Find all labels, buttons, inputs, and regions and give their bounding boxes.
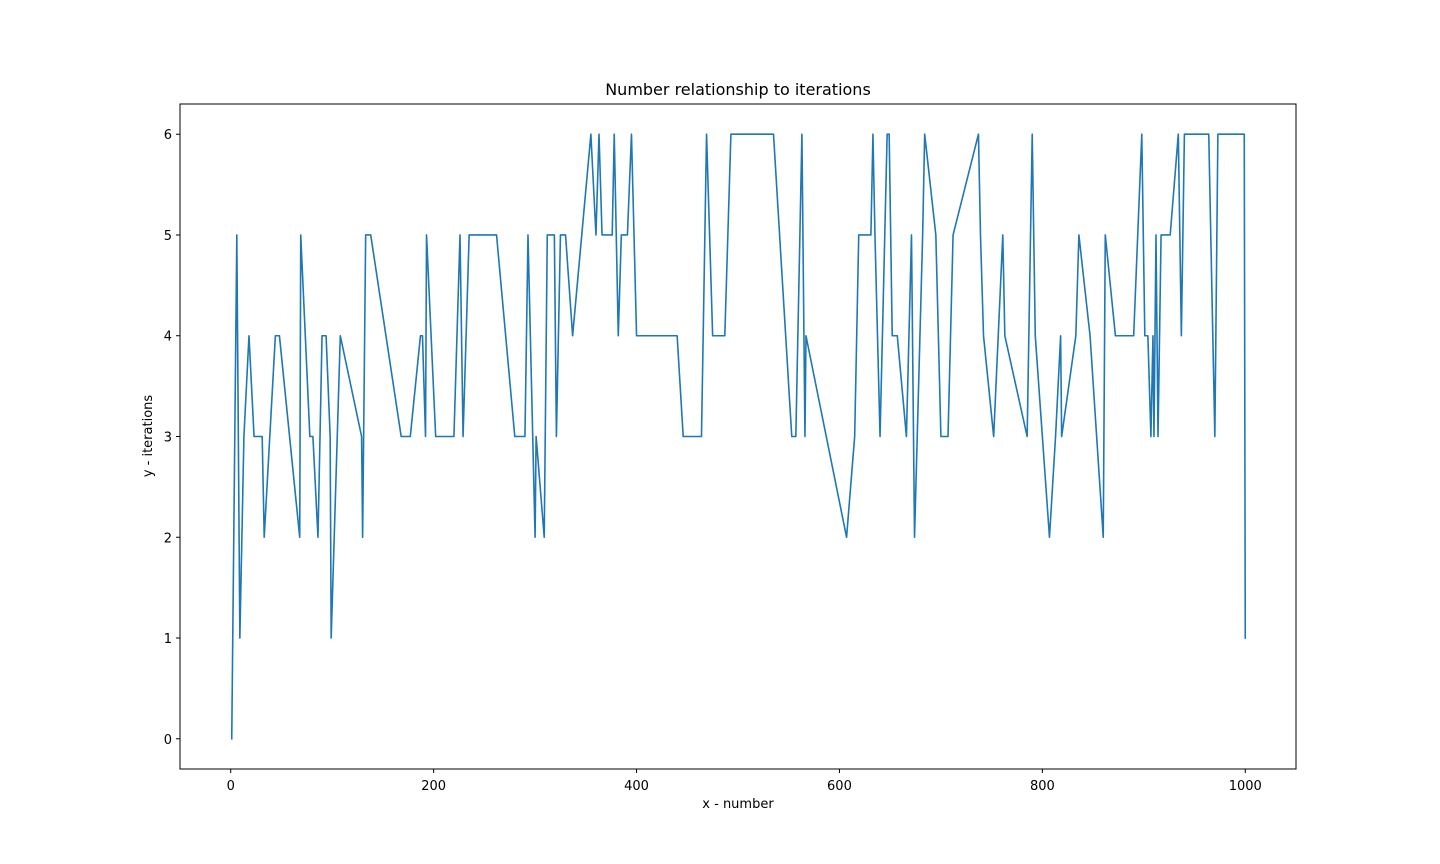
x-axis-label: x - number <box>702 797 774 812</box>
x-tick-label: 0 <box>227 779 235 794</box>
chart-title: Number relationship to iterations <box>605 80 871 99</box>
y-tick-label: 3 <box>164 431 172 446</box>
x-tick-label: 1000 <box>1229 779 1262 794</box>
x-tick-label: 400 <box>624 779 649 794</box>
plot-area <box>230 133 1247 740</box>
y-tick-label: 1 <box>164 632 172 647</box>
y-axis: 0 1 2 3 4 5 6 <box>164 128 180 748</box>
y-tick-label: 6 <box>164 128 172 143</box>
x-axis: 0 200 400 600 800 1000 <box>227 769 1262 794</box>
y-axis-label: y - iterations <box>141 395 156 478</box>
y-tick-label: 0 <box>164 733 172 748</box>
x-tick-label: 200 <box>421 779 446 794</box>
y-tick-label: 5 <box>164 229 172 244</box>
y-tick-label: 4 <box>164 330 172 345</box>
x-tick-label: 800 <box>1030 779 1055 794</box>
series-line-0 <box>230 133 1247 740</box>
y-tick-label: 2 <box>164 531 172 546</box>
x-tick-label: 600 <box>827 779 852 794</box>
axes-frame <box>179 103 1297 770</box>
